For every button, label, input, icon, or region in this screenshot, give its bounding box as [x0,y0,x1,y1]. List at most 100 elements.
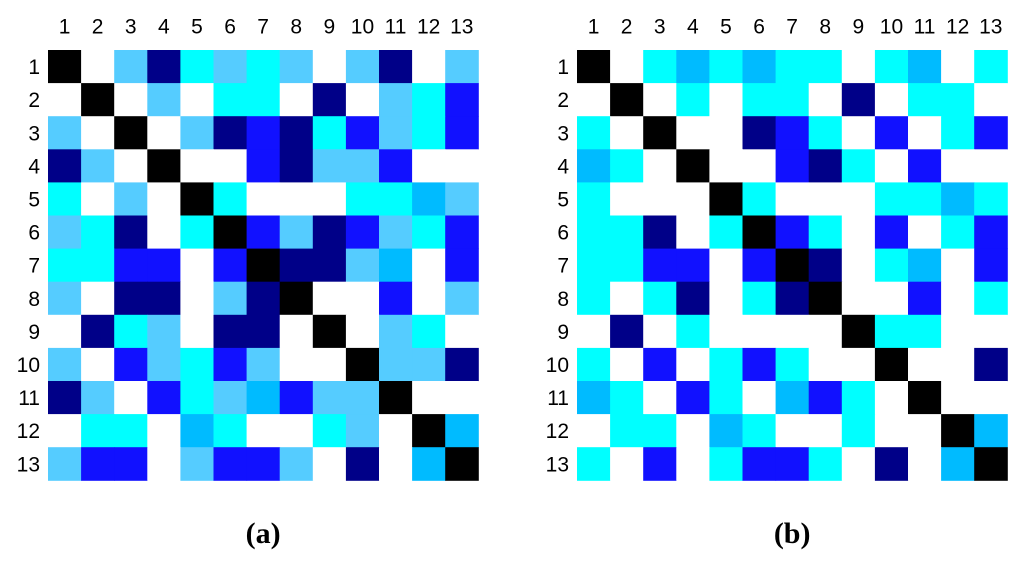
column-label: 7 [786,16,798,39]
matrix-cell [676,381,710,415]
matrix-cell [312,83,347,117]
matrix-cell [709,83,743,117]
row-label: 8 [557,288,569,311]
matrix-cell [643,414,677,448]
matrix-cell [180,381,214,415]
matrix-cell [841,281,876,316]
matrix-cell [445,248,479,283]
row-label: 12 [17,420,40,443]
matrix-cell [709,314,743,349]
matrix-cell [676,248,710,283]
matrix-cell [114,116,148,150]
matrix-cell [445,215,479,250]
matrix-cell [841,381,876,415]
column-label: 12 [946,16,969,39]
matrix-cell [775,314,810,349]
panel-caption: (a) [246,517,281,550]
matrix-cell [345,447,380,481]
matrix-cell [412,248,446,283]
column-label: 5 [191,16,203,39]
row-label: 1 [557,56,569,79]
matrix-cell [974,447,1008,481]
matrix-cell [841,182,876,216]
matrix-cell [345,414,380,448]
matrix-cell [412,447,446,481]
matrix-cell [279,182,314,216]
matrix-cell [643,281,677,316]
matrix-cell [279,281,314,316]
matrix-cell [279,50,314,84]
matrix-cell [114,50,148,84]
matrix-cell [974,149,1008,183]
matrix-cell [180,116,214,150]
matrix-cell [610,281,644,316]
matrix-cell [577,381,611,415]
matrix-cell [180,314,214,349]
matrix-cell [808,83,843,117]
column-label: 10 [351,16,374,39]
matrix-cell [775,347,810,382]
matrix-cell [312,116,347,150]
row-label: 5 [28,188,40,211]
matrix-cell [643,314,677,349]
matrix-cell [279,116,314,150]
matrix-cell [345,83,380,117]
matrix-cell [379,414,413,448]
matrix-cell [709,347,743,382]
column-label: 3 [125,16,137,39]
matrix-cell [180,248,214,283]
matrix-cell [709,182,743,216]
matrix-cell [643,447,677,481]
matrix-cell [742,248,777,283]
matrix-cell [577,83,611,117]
matrix-cell [445,83,479,117]
matrix-cell [379,50,413,84]
panel-caption: (b) [774,517,811,550]
matrix-cell [775,414,810,448]
matrix-cell [742,215,777,250]
matrix-cell [676,149,710,183]
matrix-cell [742,116,777,150]
matrix-cell [147,116,181,150]
matrix-cell [345,149,380,183]
matrix-cell [676,83,710,117]
matrix-cell [874,381,909,415]
matrix-cell [908,50,942,84]
row-label: 2 [28,89,40,112]
matrix-cell [974,215,1008,250]
matrix-cell [742,50,777,84]
matrix-cell [610,215,644,250]
matrix-cell [81,215,115,250]
matrix-cell [312,281,347,316]
matrix-cell [610,182,644,216]
matrix-cell [345,314,380,349]
matrix-cell [48,314,82,349]
matrix-cell [48,50,82,84]
matrix-cell [974,182,1008,216]
matrix-cell [114,314,148,349]
matrix-cell [941,414,975,448]
column-label: 4 [687,16,699,39]
matrix-cell [180,83,214,117]
matrix-cell [180,414,214,448]
matrix-cell [180,182,214,216]
matrix-cell [345,116,380,150]
matrix-cell [48,281,82,316]
matrix-cell [379,149,413,183]
matrix-cell [775,447,810,481]
matrix-cell [246,381,281,415]
matrix-cell [246,314,281,349]
matrix-cell [676,447,710,481]
matrix-cell [676,414,710,448]
matrix-cell [643,83,677,117]
matrix-cell [48,447,82,481]
matrix-cell [676,347,710,382]
matrix-cell [213,116,248,150]
column-label: 3 [654,16,666,39]
matrix-cell [279,381,314,415]
matrix-cell [643,248,677,283]
matrix-cell [180,50,214,84]
matrix-cell [610,447,644,481]
matrix-cell [180,149,214,183]
